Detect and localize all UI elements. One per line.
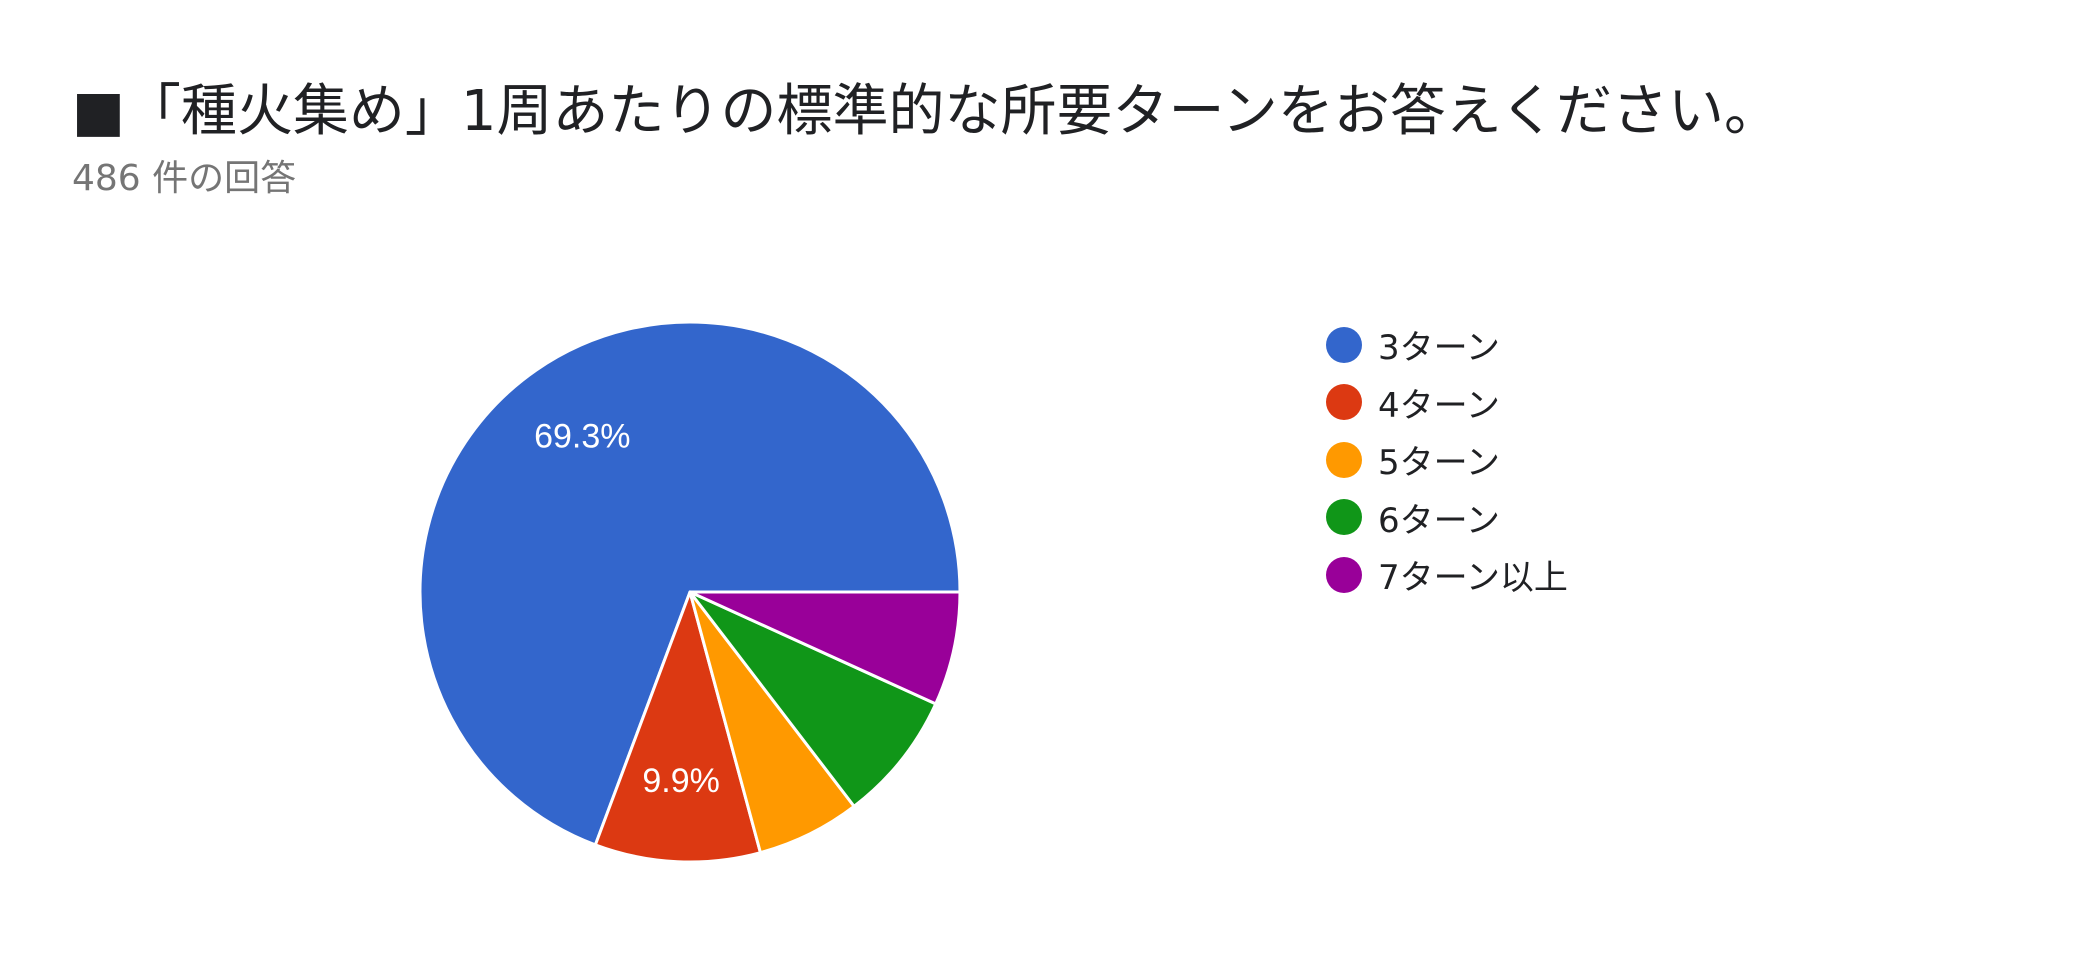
chart-title: ■「種火集め」1周あたりの標準的な所要ターンをお答えください。 <box>72 79 1781 144</box>
pie-slice-3[interactable] <box>688 590 938 808</box>
legend-swatch-1 <box>1326 384 1362 421</box>
legend-swatch-3 <box>1326 499 1362 536</box>
legend-item-1[interactable]: 4ターン <box>1326 374 1568 432</box>
legend-label-1: 4ターン <box>1378 385 1500 426</box>
chart-legend: 3ターン 4ターン 5ターン 6ターン 7ターン以上 <box>1326 316 1568 604</box>
legend-label-4: 7ターン以上 <box>1378 558 1568 599</box>
legend-swatch-4 <box>1326 556 1362 593</box>
legend-label-3: 6ターン <box>1378 500 1500 541</box>
pie-slice-4[interactable] <box>688 590 962 706</box>
pie-slice-0[interactable] <box>418 320 962 847</box>
legend-item-4[interactable]: 7ターン以上 <box>1326 546 1568 604</box>
legend-swatch-0 <box>1326 326 1362 363</box>
pie-slice-labels: 69.3% 9.9% <box>534 418 720 800</box>
legend-item-3[interactable]: 6ターン <box>1326 489 1568 547</box>
legend-label-0: 3ターン <box>1378 328 1500 369</box>
legend-label-2: 5ターン <box>1378 443 1500 484</box>
response-count: 486 件の回答 <box>72 158 297 199</box>
legend-item-0[interactable]: 3ターン <box>1326 316 1568 374</box>
legend-swatch-2 <box>1326 441 1362 478</box>
slice-value-label-1: 9.9% <box>642 762 720 800</box>
legend-item-2[interactable]: 5ターン <box>1326 431 1568 489</box>
pie-slice-1[interactable] <box>593 590 762 864</box>
pie-slices <box>418 320 962 864</box>
slice-value-label-0: 69.3% <box>534 418 630 456</box>
